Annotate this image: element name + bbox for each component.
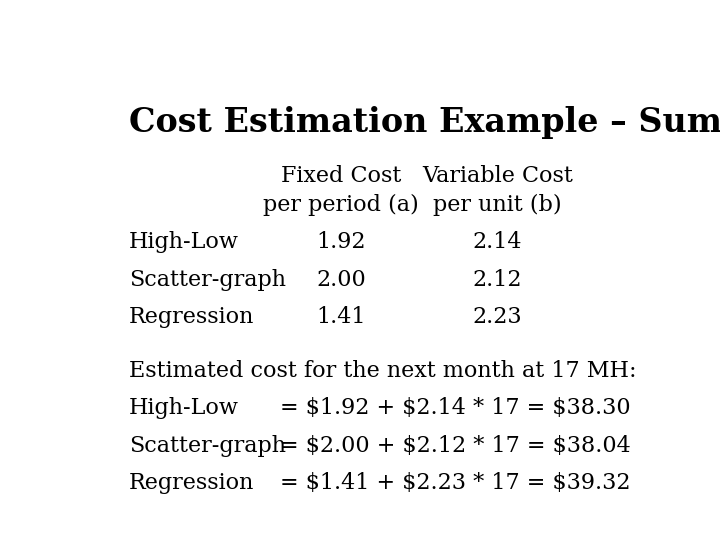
Text: = $1.92 + $2.14 * 17 = $38.30: = $1.92 + $2.14 * 17 = $38.30 [280,397,630,420]
Text: Estimated cost for the next month at 17 MH:: Estimated cost for the next month at 17 … [129,360,636,382]
Text: per unit (b): per unit (b) [433,194,562,216]
Text: 2.00: 2.00 [316,268,366,291]
Text: Scatter-graph: Scatter-graph [129,268,286,291]
Text: Regression: Regression [129,472,254,494]
Text: 2.14: 2.14 [472,231,522,253]
Text: Scatter-graph: Scatter-graph [129,435,286,457]
Text: 2.12: 2.12 [472,268,522,291]
Text: High-Low: High-Low [129,397,239,420]
Text: Variable Cost: Variable Cost [422,165,573,187]
Text: Cost Estimation Example – Summary: Cost Estimation Example – Summary [129,106,720,139]
Text: 2.23: 2.23 [472,306,522,328]
Text: Regression: Regression [129,306,254,328]
Text: per period (a): per period (a) [264,194,419,216]
Text: Fixed Cost: Fixed Cost [281,165,401,187]
Text: = $2.00 + $2.12 * 17 = $38.04: = $2.00 + $2.12 * 17 = $38.04 [280,435,631,457]
Text: High-Low: High-Low [129,231,239,253]
Text: 1.92: 1.92 [316,231,366,253]
Text: = $1.41 + $2.23 * 17 = $39.32: = $1.41 + $2.23 * 17 = $39.32 [280,472,630,494]
Text: 1.41: 1.41 [316,306,366,328]
